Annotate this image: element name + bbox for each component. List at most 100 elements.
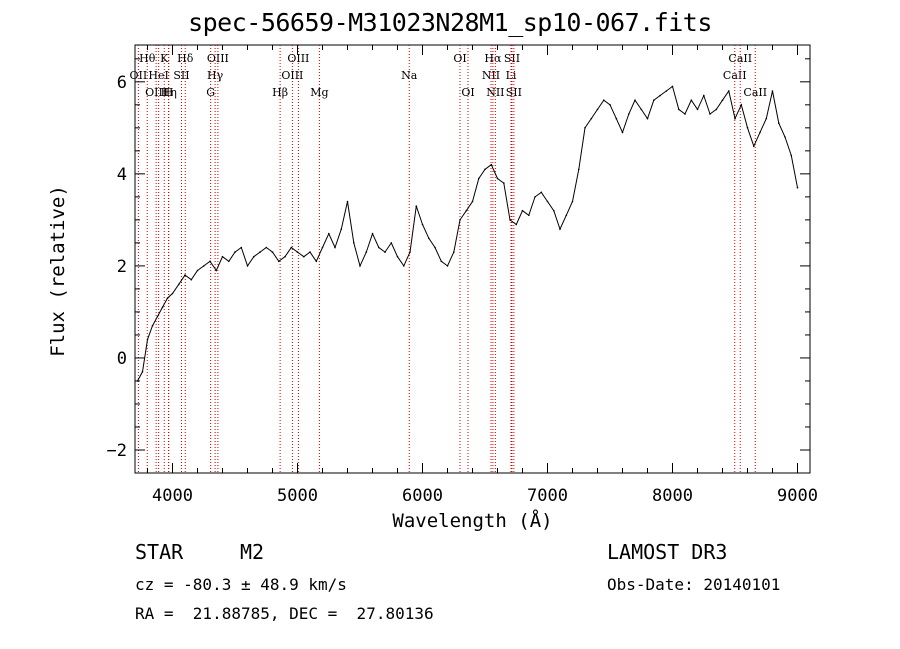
data-point <box>609 104 611 106</box>
line-marker-label-0: OII <box>130 69 148 82</box>
data-point <box>396 255 399 258</box>
data-point <box>421 223 424 226</box>
data-point <box>209 260 211 263</box>
line-marker-label-22: Li <box>506 69 517 82</box>
line-marker-label-27: CaII <box>743 86 767 99</box>
data-point <box>503 182 505 184</box>
data-point <box>603 99 605 101</box>
data-point <box>459 219 461 221</box>
data-point <box>228 260 230 263</box>
data-point <box>259 251 261 253</box>
x-axis: 4000 5000 6000 7000 8000 9000 <box>147 45 818 506</box>
line-marker-label-1: Hθ <box>139 52 156 65</box>
data-point <box>640 108 643 111</box>
data-point <box>671 85 674 88</box>
object-type: STAR <box>135 540 184 564</box>
data-point <box>546 200 549 203</box>
data-point <box>151 324 154 327</box>
data-point <box>278 260 280 263</box>
data-point <box>378 246 380 249</box>
flux-series <box>136 85 799 382</box>
data-point <box>265 246 268 249</box>
data-point <box>240 246 243 249</box>
data-point <box>290 246 293 249</box>
data-point <box>365 251 368 253</box>
data-point <box>215 269 218 272</box>
line-marker-label-14: OIII <box>287 52 309 65</box>
data-point <box>440 260 443 263</box>
data-point <box>271 251 274 253</box>
line-marker-label-25: CaII <box>723 69 747 82</box>
line-marker-label-3: HeI <box>148 69 168 82</box>
data-point <box>490 163 493 166</box>
data-point <box>253 255 255 258</box>
data-point <box>678 108 680 111</box>
data-point <box>515 223 518 226</box>
data-point <box>615 117 618 120</box>
data-point <box>540 191 543 194</box>
data-point <box>559 228 561 230</box>
data-point <box>796 186 799 189</box>
data-point <box>384 251 386 253</box>
data-point <box>465 209 468 212</box>
y-tick-label: 0 <box>117 349 127 369</box>
line-marker-label-17: OI <box>453 52 466 65</box>
data-point <box>371 232 374 235</box>
line-marker-label-16: Na <box>401 69 418 82</box>
y-tick-label: 6 <box>117 73 127 93</box>
coordinates: RA = 21.88785, DEC = 27.80136 <box>135 604 434 623</box>
data-point <box>596 108 599 111</box>
x-tick-label: 6000 <box>402 486 443 506</box>
data-point <box>759 131 761 134</box>
line-marker-label-2: OIII <box>145 86 167 99</box>
data-point <box>340 228 343 230</box>
line-marker-label-9: G <box>206 86 215 99</box>
data-point <box>628 113 630 115</box>
data-point <box>428 237 430 240</box>
data-point <box>184 274 186 276</box>
chart-title: spec-56659-M31023N28M1_sp10-067.fits <box>188 8 712 37</box>
data-point <box>684 113 686 115</box>
x-tick-label: 7000 <box>527 486 568 506</box>
data-point <box>161 306 164 309</box>
x-tick-label: 8000 <box>652 486 693 506</box>
data-point <box>415 205 418 207</box>
data-point <box>740 104 743 106</box>
redshift-velocity: cz = -80.3 ± 48.9 km/s <box>135 575 347 594</box>
data-point <box>309 251 311 253</box>
line-marker-label-8: H <box>164 86 174 99</box>
data-point <box>146 338 149 341</box>
line-marker-label-13: OIII <box>281 69 303 82</box>
data-point <box>509 219 511 221</box>
data-point <box>709 113 711 115</box>
data-point <box>328 232 330 235</box>
data-point <box>578 168 580 171</box>
data-point <box>221 255 224 258</box>
y-tick-label: 2 <box>117 257 127 277</box>
data-point <box>141 371 144 373</box>
data-point <box>353 242 355 244</box>
data-point <box>765 117 768 120</box>
data-point <box>359 265 361 267</box>
data-point <box>334 246 336 249</box>
line-marker-label-12: Hβ <box>272 86 288 99</box>
data-point <box>203 265 205 267</box>
data-point <box>303 255 305 258</box>
data-point <box>315 260 318 263</box>
data-point <box>166 297 169 299</box>
data-point <box>621 131 624 134</box>
data-point <box>471 200 474 203</box>
data-point <box>721 99 724 101</box>
data-point <box>778 122 780 124</box>
data-point <box>390 242 393 244</box>
data-point <box>734 117 736 120</box>
line-marker-label-10: Hγ <box>207 69 224 82</box>
data-point <box>321 246 324 249</box>
emission-line-markers: OII Hθ OIII HeI K Hη SII Hδ H G Hγ OIII Hβ OIII OIII Mg… <box>130 45 767 473</box>
data-point <box>234 251 236 253</box>
data-point <box>590 117 593 120</box>
data-point <box>178 283 180 286</box>
data-point <box>571 200 574 203</box>
data-point <box>659 94 661 97</box>
